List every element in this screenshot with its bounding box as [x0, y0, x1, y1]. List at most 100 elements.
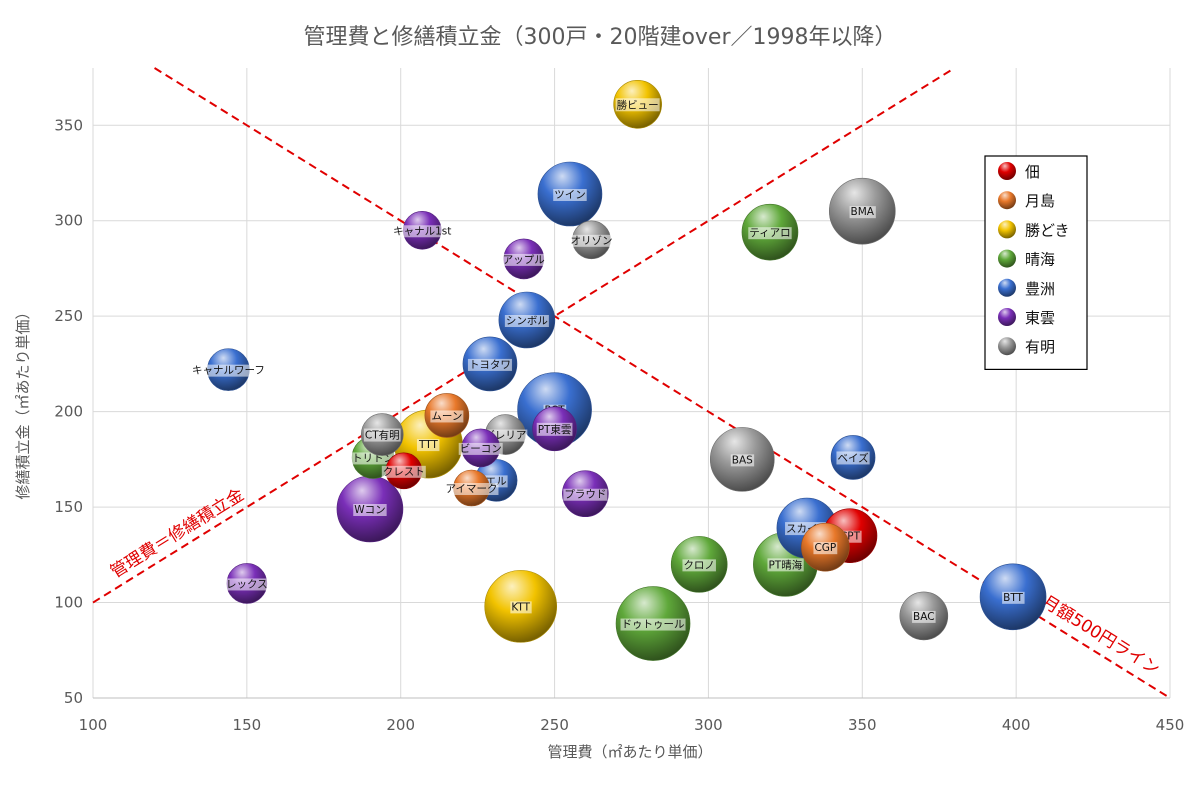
- legend-marker: [998, 191, 1016, 210]
- bubble-label: CGP: [814, 542, 836, 554]
- bubble: ティアロ: [741, 203, 799, 261]
- bubble-label: KTT: [511, 601, 530, 613]
- bubble-label: キャナルワーフ: [192, 365, 265, 377]
- legend-label: 晴海: [1025, 251, 1055, 269]
- bubble-label-bg: [416, 439, 440, 452]
- bubble: ビーコン: [458, 428, 503, 468]
- bubble-label-bg: [536, 422, 573, 436]
- bubble-label: クロノ: [683, 559, 715, 571]
- bubble-label-bg: [444, 483, 499, 495]
- y-tick-label: 350: [54, 116, 83, 134]
- bubble: クロノ: [670, 536, 728, 593]
- bubble-label-bg: [553, 189, 587, 201]
- chart-title: 管理費と修繕積立金（300戸・20階建over／1998年以降）: [303, 25, 896, 50]
- legend-label: 勝どき: [1025, 221, 1070, 239]
- bubble-label: BAC: [913, 611, 935, 623]
- bubble-label: レックス: [226, 578, 268, 590]
- legend-label: 豊洲: [1025, 280, 1055, 298]
- bubble-label: BAS: [732, 454, 753, 466]
- x-tick-label: 350: [848, 716, 877, 734]
- bubble: プラウド: [562, 470, 609, 518]
- axes: 100 150 200 250 300 350 400 450 50 100 150 200 250 30…: [54, 116, 1184, 734]
- bubble-label: クレスト: [383, 466, 425, 478]
- bubble-label-bg: [467, 358, 512, 371]
- bubble-label: ベイズ: [837, 451, 868, 464]
- bubble: BTT: [979, 563, 1047, 631]
- bubble: シンボル: [498, 291, 556, 349]
- y-tick-label: 250: [54, 307, 83, 325]
- bubble: Wコン: [336, 475, 404, 543]
- bubble-label-bg: [748, 227, 792, 240]
- legend-label: 有明: [1025, 338, 1055, 356]
- bubble-label-bg: [190, 364, 266, 377]
- bubble: アイマーク: [444, 469, 499, 507]
- bubble: キャナル1st: [392, 210, 453, 250]
- reference-line-label: 管理費＝修繕積立金: [107, 485, 248, 583]
- bubble-label-bg: [767, 558, 804, 572]
- bubble-label-bg: [363, 428, 401, 442]
- bubble: ムーン: [424, 393, 470, 438]
- bubble: BAS: [709, 427, 775, 492]
- y-tick-label: 50: [64, 689, 83, 707]
- bubble-label: シンボル: [506, 315, 548, 327]
- bubble-label: プラウド: [564, 489, 606, 501]
- bubble-label: ティアロ: [749, 227, 790, 239]
- bubble: PT東雲: [532, 406, 577, 452]
- bubble-label-bg: [430, 410, 464, 423]
- x-tick-label: 150: [233, 716, 262, 734]
- reference-line-label: 月額500円ライン: [1038, 592, 1163, 680]
- legend-marker: [998, 337, 1016, 356]
- bubble-label: PT晴海: [768, 558, 802, 571]
- bubble-label-bg: [682, 559, 716, 572]
- bubble: オリゾン: [569, 220, 614, 260]
- x-tick-label: 300: [694, 716, 723, 734]
- bubble-label-bg: [353, 504, 387, 516]
- y-tick-label: 150: [54, 498, 83, 516]
- legend-label: 東雲: [1025, 309, 1055, 327]
- bubble-label-bg: [912, 610, 936, 623]
- bubble-label: BTT: [1003, 592, 1023, 604]
- bubble: ドゥトゥール: [615, 586, 691, 661]
- bubble-label-bg: [225, 578, 269, 591]
- x-tick-label: 100: [79, 716, 108, 734]
- bubble-label: 勝ビュー: [617, 98, 659, 111]
- x-tick-label: 250: [540, 716, 569, 734]
- legend-marker: [998, 220, 1016, 239]
- bubble-label: トヨタワ: [469, 359, 511, 371]
- bubble-label: BMA: [851, 206, 875, 218]
- bubble: トヨタワ: [462, 336, 518, 392]
- bubbles: ドゥトゥールPCTKTTTTTBTTWコンBMAPT晴海ツインBASスカイズティ…: [190, 79, 1047, 661]
- bubble: キャナルワーフ: [190, 348, 266, 391]
- y-tick-label: 100: [54, 594, 83, 612]
- bubble-label-bg: [510, 601, 532, 614]
- bubble-label-bg: [1002, 591, 1025, 604]
- bubble-label-bg: [813, 542, 838, 555]
- bubble-label: ツイン: [554, 189, 586, 201]
- bubble-label: ドゥトゥール: [622, 619, 685, 631]
- bubble: レックス: [225, 563, 269, 604]
- bubble: BAC: [899, 591, 949, 641]
- legend-marker: [998, 278, 1016, 297]
- legend-marker: [998, 162, 1016, 180]
- bubble-label-bg: [501, 253, 546, 266]
- bubble-label-bg: [615, 98, 660, 112]
- legend-label: 佃: [1025, 163, 1040, 181]
- bubble-label: アップル: [503, 254, 545, 266]
- bubble-label-bg: [381, 465, 426, 478]
- legend-label: 月島: [1025, 192, 1055, 210]
- bubble: 勝ビュー: [613, 79, 662, 129]
- y-tick-label: 300: [54, 212, 83, 230]
- bubble-label-bg: [569, 234, 614, 247]
- x-tick-label: 200: [386, 716, 415, 734]
- bubble-label: PT東雲: [538, 423, 572, 436]
- bubble: クレスト: [381, 452, 426, 490]
- bubble: ツイン: [537, 161, 603, 227]
- legend-marker: [998, 308, 1016, 326]
- bubble-label-bg: [458, 442, 503, 455]
- bubble-label-bg: [504, 315, 549, 327]
- bubble-label-bg: [730, 454, 755, 467]
- bubble: CGP: [801, 522, 850, 572]
- bubble: BMA: [828, 177, 896, 245]
